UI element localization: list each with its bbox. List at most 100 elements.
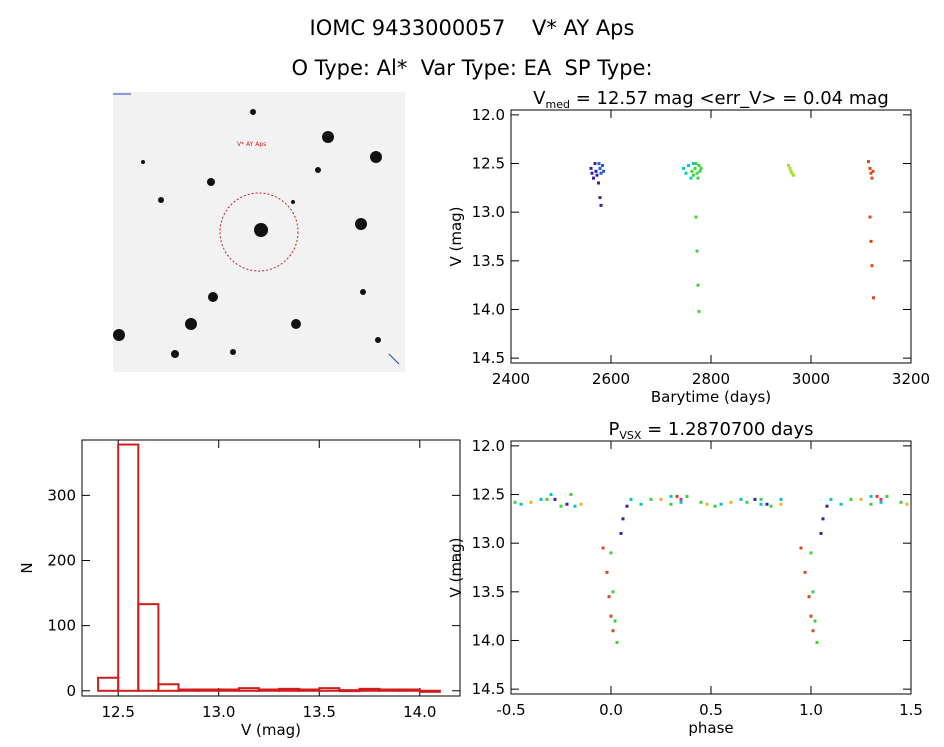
y-tick-label: 13.5 <box>472 252 505 270</box>
data-point <box>779 502 783 506</box>
data-point <box>579 502 583 506</box>
data-point <box>849 497 853 501</box>
figure-title-line2: O Type: Al* Var Type: EA SP Type: <box>291 56 653 80</box>
phased-chart: -0.5 0.0 0.5 1.0 1.5 12.0 12.5 13.0 13.5 14.0 14.5… <box>447 419 923 737</box>
data-point <box>811 629 815 633</box>
star <box>322 131 334 143</box>
x-tick-label: 0.5 <box>699 701 723 719</box>
star <box>208 292 218 302</box>
data-point <box>799 546 803 550</box>
data-point <box>565 502 569 506</box>
data-point <box>705 502 709 506</box>
plot-frame <box>81 439 461 697</box>
data-point <box>879 500 883 504</box>
y-tick-label: 13.5 <box>472 583 505 601</box>
star <box>315 167 321 173</box>
data-point <box>597 162 601 166</box>
y-tick-label: 12.0 <box>472 437 505 455</box>
data-point <box>753 497 757 501</box>
data-point <box>867 160 870 164</box>
x-axis-label: Barytime (days) <box>651 388 771 406</box>
data-point <box>719 502 723 506</box>
histogram-bar <box>358 687 381 692</box>
data-point <box>613 619 617 623</box>
data-point <box>807 595 811 599</box>
data-point <box>821 517 825 521</box>
x-axis-label: phase <box>688 719 733 737</box>
data-point <box>682 166 685 170</box>
x-tick-label: 14.0 <box>403 703 436 721</box>
y-tick-label: 14.5 <box>472 680 505 698</box>
data-point <box>611 590 615 594</box>
x-tick-label: 2600 <box>592 370 630 388</box>
data-point <box>659 497 663 501</box>
data-point <box>871 169 875 173</box>
data-point <box>868 215 872 219</box>
data-point <box>868 166 872 170</box>
data-point <box>739 497 743 501</box>
data-point <box>689 176 693 180</box>
data-point <box>695 171 699 175</box>
data-point <box>669 502 673 506</box>
data-point <box>589 166 593 170</box>
histogram-bar <box>197 688 220 692</box>
data-point <box>899 500 903 504</box>
data-point <box>607 595 611 599</box>
data-point <box>870 176 874 180</box>
data-point <box>684 171 688 175</box>
data-point <box>694 162 698 166</box>
data-point <box>639 502 643 506</box>
data-point <box>601 163 604 167</box>
data-point <box>697 309 701 313</box>
data-point <box>625 504 629 508</box>
sky-image-stamp: V* AY Aps <box>113 92 405 372</box>
histogram-chart: 12.5 13.0 13.5 14.0 0 100 200 300 V (mag) N <box>18 439 461 739</box>
data-point <box>697 163 701 167</box>
data-point <box>698 169 702 173</box>
data-point <box>699 166 703 170</box>
y-tick-label: 200 <box>47 552 76 570</box>
data-point <box>687 163 690 167</box>
histogram-bar <box>278 687 301 692</box>
star <box>370 151 382 163</box>
y-tick-label: 14.5 <box>472 349 505 367</box>
histogram-bar <box>117 443 140 692</box>
data-point <box>693 166 697 170</box>
data-point <box>685 494 689 498</box>
y-tick-label: 300 <box>47 486 76 504</box>
y-tick-label: 100 <box>47 617 76 635</box>
data-point <box>539 497 543 501</box>
x-tick-label: 3000 <box>792 370 830 388</box>
data-point <box>569 493 573 497</box>
data-point <box>573 504 577 508</box>
data-point <box>829 497 833 501</box>
x-tick-label: 0.0 <box>599 701 623 719</box>
data-point <box>611 629 615 633</box>
histogram-bar <box>298 688 321 692</box>
histogram-bar <box>157 683 180 692</box>
lightcurve-chart: 2400 2600 2800 3000 3200 12.0 12.5 13.0 13.5 14.0… <box>447 88 930 406</box>
data-point <box>811 590 815 594</box>
data-point <box>869 502 873 506</box>
y-tick-label: 12.5 <box>472 486 505 504</box>
histogram-bar <box>137 603 160 692</box>
data-point <box>597 181 600 185</box>
data-point <box>513 500 517 504</box>
data-point <box>869 239 873 243</box>
data-point <box>809 551 813 555</box>
star <box>185 318 197 330</box>
data-point <box>609 551 613 555</box>
data-point <box>787 163 790 167</box>
star <box>355 218 367 230</box>
data-point <box>669 494 673 498</box>
star <box>141 160 145 164</box>
data-point <box>769 504 773 508</box>
data-point <box>788 166 792 170</box>
star <box>207 178 215 186</box>
data-point <box>869 171 873 175</box>
histogram-bar <box>97 676 120 692</box>
data-point <box>869 494 873 498</box>
x-tick-label: 13.0 <box>202 703 235 721</box>
data-point <box>879 497 883 501</box>
data-point <box>695 249 699 253</box>
